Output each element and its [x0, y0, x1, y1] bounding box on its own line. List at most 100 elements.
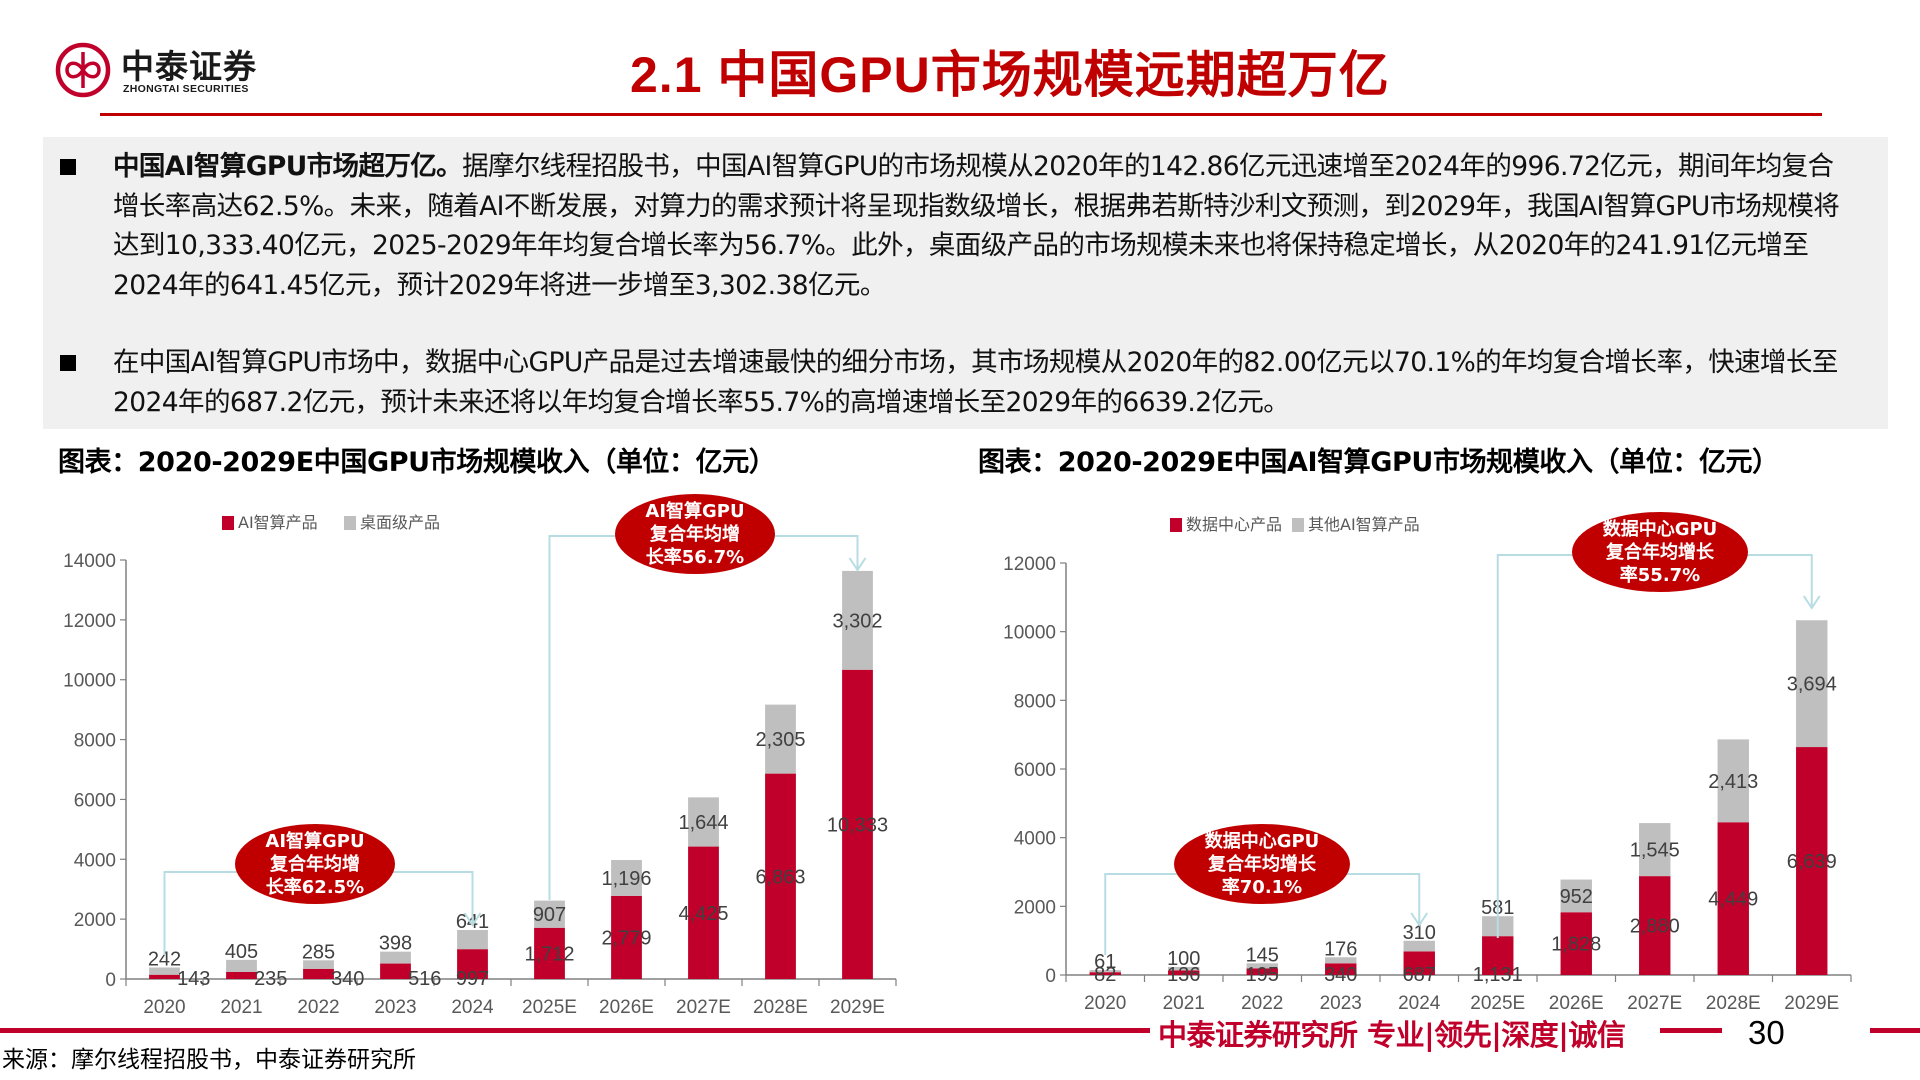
bar-segment-secondary: [1325, 957, 1357, 964]
bar-value-label: 3,694: [1787, 674, 1837, 696]
cagr-bubble: [1174, 824, 1350, 904]
bullet-lead: 中国AI智算GPU市场超万亿。: [113, 151, 463, 182]
summary-panel: 中国AI智算GPU市场超万亿。据摩尔线程招股书，中国AI智算GPU的市场规模从2…: [43, 137, 1888, 429]
cagr-bubble-text: 率70.1%: [1222, 876, 1302, 898]
bullet-text: 在中国AI智算GPU市场中，数据中心GPU产品是过去增速最快的细分市场，其市场规…: [113, 343, 1858, 422]
legend-label: 数据中心产品: [1186, 515, 1282, 534]
bar-value-label: 1,196: [601, 868, 651, 890]
cagr-bubble-text: AI智算GPU: [645, 500, 744, 522]
bar-value-label: 1,131: [1473, 964, 1523, 986]
x-tick-label: 2028E: [753, 997, 808, 1018]
bar-value-label: 2,779: [601, 927, 651, 949]
y-tick-label: 6000: [1014, 760, 1056, 781]
bullet-text: 中国AI智算GPU市场超万亿。据摩尔线程招股书，中国AI智算GPU的市场规模从2…: [113, 147, 1858, 305]
arrow-down-icon: [463, 912, 482, 927]
y-tick-label: 4000: [1014, 829, 1056, 850]
x-tick-label: 2021: [1163, 993, 1205, 1014]
bar-value-label: 516: [408, 968, 441, 990]
bar-segment-secondary: [842, 570, 873, 670]
bullet-body: 据摩尔线程招股书，中国AI智算GPU的市场规模从2020年的142.86亿元迅速…: [113, 151, 1840, 301]
bar-segment-primary: [149, 974, 180, 979]
bar-segment-secondary: [1639, 823, 1671, 877]
cagr-bubble: [1572, 512, 1748, 592]
y-tick-label: 8000: [1014, 691, 1056, 712]
left-chart-title: 图表：2020-2029E中国GPU市场规模收入（单位：亿元）: [58, 447, 776, 478]
x-tick-label: 2021: [220, 997, 262, 1018]
bar-value-label: 340: [1324, 964, 1357, 986]
arrow-down-icon: [848, 557, 867, 572]
zhongtai-logo-icon: [55, 42, 111, 98]
y-tick-label: 4000: [74, 850, 116, 871]
y-tick-label: 0: [1045, 966, 1056, 987]
bar-segment-secondary: [1403, 940, 1435, 952]
bar-value-label: 4,425: [678, 903, 728, 925]
bullet-square-icon: [60, 355, 76, 371]
bar-value-label: 143: [177, 968, 210, 990]
x-tick-label: 2023: [1320, 993, 1362, 1014]
cagr-bubble: [615, 494, 775, 574]
bar-segment-secondary: [1796, 620, 1828, 748]
footer-rule-left: [0, 1028, 1150, 1033]
bar-segment-secondary: [765, 704, 796, 774]
x-tick-label: 2027E: [1627, 993, 1682, 1014]
bar-value-label: 2,880: [1630, 916, 1680, 938]
x-tick-label: 2026E: [599, 997, 654, 1018]
x-tick-label: 2026E: [1549, 993, 1604, 1014]
bar-value-label: 907: [533, 904, 566, 926]
bar-value-label: 2,305: [755, 729, 805, 751]
x-tick-label: 2024: [1398, 993, 1441, 1014]
chart-legend: 数据中心产品 其他AI智算产品: [1170, 515, 1420, 534]
bar-segment-secondary: [380, 951, 411, 964]
bar-value-label: 398: [379, 933, 412, 955]
x-tick-label: 2020: [143, 997, 185, 1018]
bar-value-label: 6,639: [1787, 851, 1837, 873]
bar-segment-primary: [611, 895, 642, 979]
ai-gpu-market-chart: 0 2000 4000 6000 8000 10000 12000 2020 82 61 2021 1…: [940, 480, 1920, 1020]
arrow-down-icon: [1802, 595, 1821, 610]
legend-swatch: [344, 516, 356, 530]
bar-value-label: 405: [225, 941, 258, 963]
chart-canvas: 0200040006000800010000120001400020201432…: [63, 494, 897, 1018]
x-tick-label: 2025E: [1470, 993, 1525, 1014]
bar-segment-secondary: [457, 929, 488, 950]
bar-segment-secondary: [688, 797, 719, 847]
bar-value-label: 1,644: [678, 812, 728, 834]
bar-value-label: 136: [1167, 964, 1200, 986]
summary-bullet-1: 中国AI智算GPU市场超万亿。据摩尔线程招股书，中国AI智算GPU的市场规模从2…: [43, 147, 1888, 347]
cagr-bubble-text: 复合年均增长: [1605, 541, 1715, 563]
bar-value-label: 6,863: [755, 866, 805, 888]
bar-segment-secondary: [611, 860, 642, 896]
bar-segment-primary: [1717, 822, 1749, 975]
bar-value-label: 1,828: [1551, 934, 1601, 956]
cagr-bubble-text: 长率62.5%: [266, 876, 364, 898]
bar-segment-secondary: [1168, 966, 1200, 971]
bar-value-label: 61: [1094, 951, 1116, 973]
bar-value-label: 242: [148, 948, 181, 970]
x-tick-label: 2027E: [676, 997, 731, 1018]
bar-value-label: 2,413: [1708, 771, 1758, 793]
y-tick-label: 10000: [63, 671, 116, 692]
x-tick-label: 2028E: [1706, 993, 1761, 1014]
y-tick-label: 8000: [74, 731, 116, 752]
y-tick-label: 0: [105, 970, 116, 991]
bar-value-label: 176: [1324, 938, 1357, 960]
x-tick-label: 2029E: [1784, 993, 1839, 1014]
x-tick-label: 2022: [1241, 993, 1283, 1014]
bar-segment-primary: [1246, 968, 1278, 975]
bar-value-label: 82: [1094, 964, 1116, 986]
bar-segment-primary: [688, 846, 719, 979]
bar-segment-secondary: [149, 967, 180, 975]
x-tick-label: 2025E: [522, 997, 577, 1018]
bar-value-label: 4,449: [1708, 889, 1758, 911]
bar-segment-primary: [226, 971, 257, 979]
legend-label: 其他AI智算产品: [1308, 515, 1420, 534]
bar-value-label: 3,302: [832, 610, 882, 632]
bar-segment-primary: [1796, 747, 1828, 975]
logo-english-name: ZHONGTAI SECURITIES: [123, 83, 249, 95]
bar-value-label: 687: [1403, 964, 1436, 986]
bar-segment-primary: [1403, 951, 1435, 975]
bar-segment-primary: [1168, 970, 1200, 975]
bar-segment-secondary: [534, 900, 565, 928]
